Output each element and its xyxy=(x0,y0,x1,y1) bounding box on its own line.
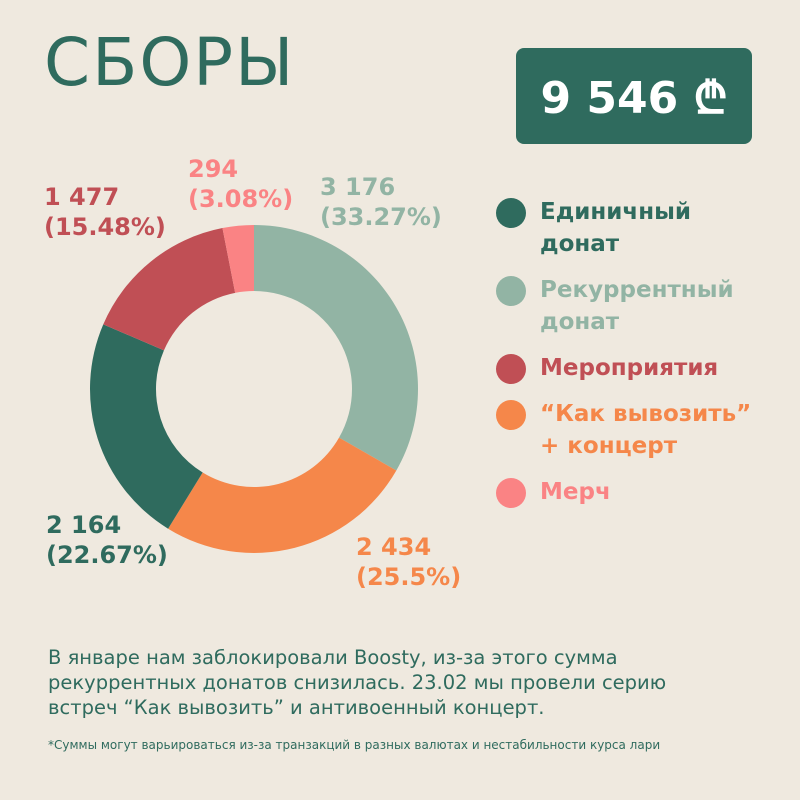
legend-label: Рекуррентный донат xyxy=(540,277,734,335)
data-label-percent: (33.27%) xyxy=(320,203,442,231)
data-label-3: 1 477 (15.48%) xyxy=(44,182,166,242)
legend-item: Рекуррентный донат xyxy=(496,274,751,338)
data-label-1: 2 434 (25.5%) xyxy=(356,532,461,592)
data-label-percent: (25.5%) xyxy=(356,563,462,591)
legend-item: Мерч xyxy=(496,476,751,508)
legend-item: Мероприятия xyxy=(496,352,751,384)
legend-item: “Как вывозить” + концерт xyxy=(496,398,751,462)
slice-4 xyxy=(222,225,254,293)
legend-label: “Как вывозить” + концерт xyxy=(540,401,752,459)
total-badge: 9 546 ₾ xyxy=(516,48,752,144)
legend-label: Мерч xyxy=(540,479,611,505)
data-label-4: 294 (3.08%) xyxy=(188,154,293,214)
data-label-value: 2 164 xyxy=(46,511,122,539)
legend-item: Единичный донат xyxy=(496,196,751,260)
data-label-value: 1 477 xyxy=(44,183,120,211)
slice-0 xyxy=(254,225,418,471)
page-title: СБОРЫ xyxy=(44,24,296,101)
legend: Единичный донат Рекуррентный донат Меропри… xyxy=(496,196,751,522)
slice-3 xyxy=(103,228,236,351)
legend-label: Мероприятия xyxy=(540,355,719,381)
data-label-value: 2 434 xyxy=(356,533,432,561)
slice-2 xyxy=(89,324,203,529)
legend-swatch xyxy=(496,400,526,430)
data-label-value: 3 176 xyxy=(320,173,396,201)
legend-swatch xyxy=(496,478,526,508)
legend-swatch xyxy=(496,198,526,228)
legend-swatch xyxy=(496,354,526,384)
data-label-percent: (15.48%) xyxy=(44,213,166,241)
data-label-2: 2 164 (22.67%) xyxy=(46,510,168,570)
slice-1 xyxy=(168,437,397,553)
data-label-percent: (3.08%) xyxy=(188,185,294,213)
legend-swatch xyxy=(496,276,526,306)
data-label-percent: (22.67%) xyxy=(46,541,168,569)
footnote: *Суммы могут варьироваться из-за транзак… xyxy=(48,738,661,752)
data-label-value: 294 xyxy=(188,155,239,183)
data-label-0: 3 176 (33.27%) xyxy=(320,172,442,232)
description-text: В январе нам заблокировали Boosty, из-за… xyxy=(48,646,667,719)
legend-label: Единичный донат xyxy=(540,199,692,257)
total-amount: 9 546 ₾ xyxy=(540,73,728,124)
